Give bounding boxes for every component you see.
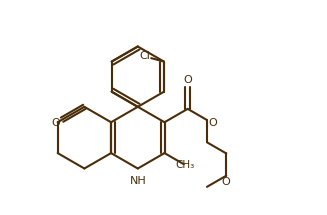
Text: NH: NH [129, 175, 146, 186]
Text: O: O [208, 118, 217, 128]
Text: O: O [183, 75, 192, 85]
Text: CH₃: CH₃ [176, 160, 195, 170]
Text: O: O [51, 118, 60, 128]
Text: O: O [222, 177, 231, 187]
Text: Cl: Cl [140, 51, 150, 61]
